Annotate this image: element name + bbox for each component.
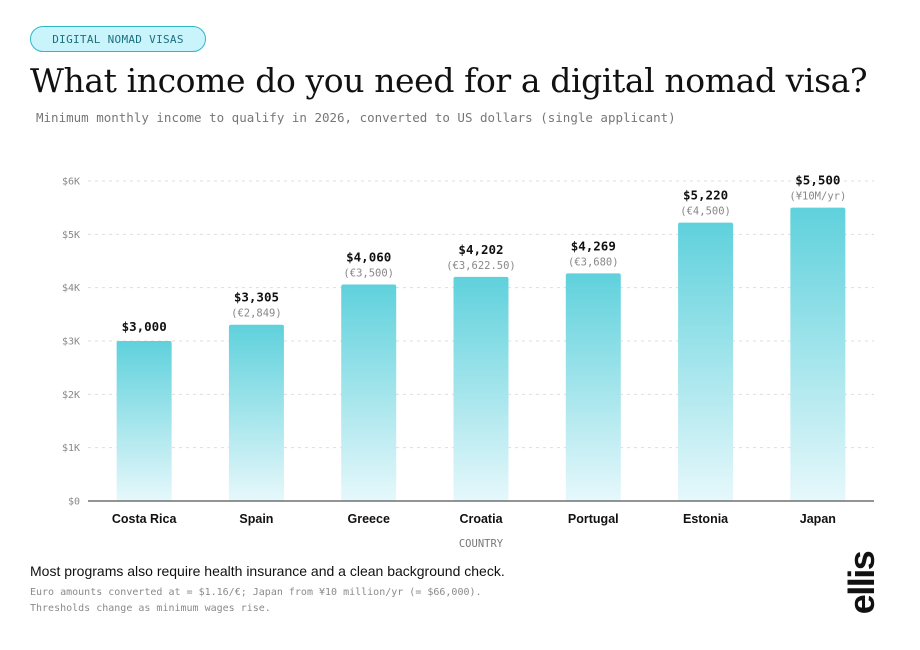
bar-value-label: $3,000 — [122, 319, 167, 334]
y-tick-label: $2K — [62, 390, 80, 401]
x-tick-label: Greece — [348, 512, 390, 526]
section-tag: DIGITAL NOMAD VISAS — [30, 26, 206, 52]
bar — [341, 284, 397, 501]
bar-value-label: $4,202 — [458, 242, 503, 257]
bar — [678, 222, 734, 501]
bar-value-label: $5,500 — [795, 173, 840, 188]
x-axis-title: COUNTRY — [459, 538, 504, 550]
chart-subtitle: Minimum monthly income to qualify in 202… — [36, 110, 676, 125]
bar-sub-label: (€3,500) — [343, 267, 394, 279]
x-tick-label: Portugal — [568, 512, 619, 526]
y-tick-label: $6K — [62, 177, 80, 188]
y-tick-label: $1K — [62, 443, 80, 454]
bar-value-label: $5,220 — [683, 188, 728, 203]
y-tick-label: $3K — [62, 337, 80, 348]
y-tick-label: $0 — [68, 497, 80, 508]
bar-sub-label: (€3,680) — [568, 256, 619, 268]
x-tick-label: Estonia — [683, 512, 729, 526]
bar — [565, 273, 621, 501]
chart-title: What income do you need for a digital no… — [30, 61, 868, 100]
bar-value-label: $4,269 — [571, 238, 616, 253]
x-tick-label: Croatia — [459, 512, 503, 526]
bar-labels: $3,000 $3,305 (€2,849) $4,060 (€3,500) $4,202… — [122, 173, 847, 334]
x-tick-label: Costa Rica — [112, 512, 178, 526]
brand-logo-text: ellis — [841, 551, 882, 615]
y-tick-label: $4K — [62, 283, 80, 294]
x-tick-label: Spain — [239, 512, 273, 526]
bar-value-label: $3,305 — [234, 290, 279, 305]
x-axis-ticks: Costa Rica Spain Greece Croatia Portugal Esto… — [112, 512, 836, 526]
footnote-1: Euro amounts converted at = $1.16/€; Jap… — [30, 587, 482, 598]
bar-sub-label: (€2,849) — [231, 308, 282, 320]
footnote-2: Thresholds change as minimum wages rise. — [30, 603, 271, 614]
bar-value-label: $4,060 — [346, 249, 391, 264]
bar — [453, 276, 509, 501]
chart-note: Most programs also require health insura… — [30, 563, 505, 579]
bar-sub-label: (¥10M/yr) — [789, 191, 846, 203]
bar-sub-label: (€3,622.50) — [446, 260, 516, 272]
bar-chart: $0 $1K $2K $3K $4K $5K $6K $3,000 $3,305 (€2,849… — [62, 173, 874, 550]
bars — [116, 207, 846, 501]
y-tick-label: $5K — [62, 230, 80, 241]
x-tick-label: Japan — [800, 512, 836, 526]
bar — [116, 341, 172, 501]
bar-sub-label: (€4,500) — [680, 206, 731, 218]
bar — [228, 324, 284, 501]
bar — [790, 207, 846, 501]
y-axis-ticks: $0 $1K $2K $3K $4K $5K $6K — [62, 177, 80, 508]
